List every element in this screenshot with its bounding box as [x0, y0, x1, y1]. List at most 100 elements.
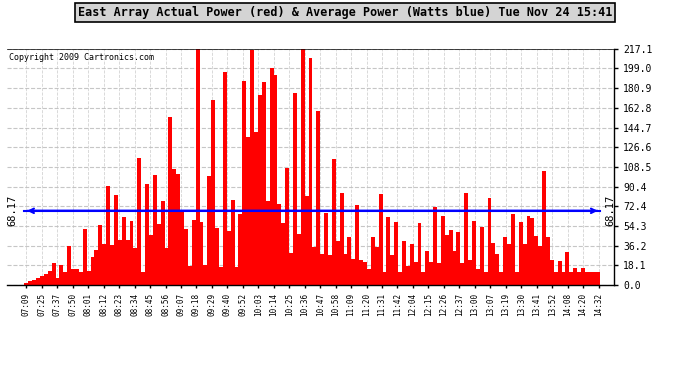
Bar	[192, 219, 196, 285]
Bar	[460, 263, 464, 285]
Bar	[313, 247, 316, 285]
Bar	[305, 196, 308, 285]
Bar	[476, 269, 480, 285]
Bar	[526, 216, 531, 285]
Bar	[597, 272, 600, 285]
Bar	[577, 272, 581, 285]
Bar	[410, 244, 413, 285]
Bar	[141, 272, 145, 285]
Bar	[464, 193, 468, 285]
Bar	[48, 272, 52, 285]
Bar	[118, 240, 121, 285]
Bar	[114, 195, 118, 285]
Bar	[223, 72, 227, 285]
Bar	[87, 271, 90, 285]
Bar	[542, 171, 546, 285]
Bar	[569, 272, 573, 285]
Bar	[522, 244, 526, 285]
Bar	[336, 241, 339, 285]
Bar	[126, 240, 130, 285]
Bar	[273, 75, 277, 285]
Bar	[355, 205, 359, 285]
Bar	[554, 272, 558, 285]
Bar	[316, 111, 320, 285]
Bar	[394, 222, 398, 285]
Bar	[429, 261, 433, 285]
Text: East Array Actual Power (red) & Average Power (Watts blue) Tue Nov 24 15:41: East Array Actual Power (red) & Average …	[78, 6, 612, 19]
Bar	[402, 241, 406, 285]
Bar	[79, 272, 83, 285]
Bar	[130, 221, 133, 285]
Bar	[422, 272, 425, 285]
Bar	[320, 254, 324, 285]
Bar	[242, 81, 246, 285]
Bar	[277, 204, 282, 285]
Bar	[95, 250, 99, 285]
Bar	[515, 272, 519, 285]
Bar	[172, 169, 176, 285]
Bar	[246, 137, 250, 285]
Bar	[480, 227, 484, 285]
Bar	[511, 214, 515, 285]
Bar	[270, 68, 273, 285]
Bar	[285, 168, 289, 285]
Bar	[379, 194, 382, 285]
Bar	[168, 117, 172, 285]
Bar	[133, 248, 137, 285]
Bar	[71, 269, 75, 285]
Bar	[472, 221, 476, 285]
Bar	[282, 224, 285, 285]
Bar	[188, 266, 192, 285]
Bar	[348, 237, 351, 285]
Bar	[441, 216, 445, 285]
Bar	[328, 255, 332, 285]
Bar	[546, 237, 550, 285]
Bar	[157, 224, 161, 285]
Bar	[581, 268, 585, 285]
Bar	[235, 267, 239, 285]
Bar	[491, 243, 495, 285]
Bar	[176, 174, 180, 285]
Bar	[503, 237, 507, 285]
Bar	[204, 265, 208, 285]
Text: 68.17: 68.17	[8, 195, 18, 226]
Bar	[382, 272, 386, 285]
Bar	[211, 100, 215, 285]
Bar	[417, 223, 422, 285]
Bar	[593, 272, 597, 285]
Bar	[90, 256, 95, 285]
Bar	[433, 207, 437, 285]
Bar	[110, 245, 114, 285]
Bar	[258, 95, 262, 285]
Bar	[332, 159, 336, 285]
Bar	[519, 222, 522, 285]
Bar	[56, 278, 59, 285]
Bar	[500, 272, 503, 285]
Bar	[558, 261, 562, 285]
Text: 68.17: 68.17	[605, 195, 615, 226]
Bar	[52, 264, 56, 285]
Bar	[106, 186, 110, 285]
Bar	[562, 272, 565, 285]
Bar	[301, 49, 305, 285]
Bar	[339, 193, 344, 285]
Bar	[180, 211, 184, 285]
Bar	[153, 175, 157, 285]
Bar	[538, 246, 542, 285]
Bar	[289, 253, 293, 285]
Bar	[585, 272, 589, 285]
Bar	[359, 260, 363, 285]
Bar	[507, 244, 511, 285]
Text: Copyright 2009 Cartronics.com: Copyright 2009 Cartronics.com	[9, 54, 154, 63]
Bar	[164, 248, 168, 285]
Bar	[495, 254, 500, 285]
Bar	[367, 269, 371, 285]
Bar	[351, 259, 355, 285]
Bar	[184, 229, 188, 285]
Bar	[161, 201, 164, 285]
Bar	[121, 217, 126, 285]
Bar	[262, 82, 266, 285]
Bar	[199, 222, 204, 285]
Bar	[215, 228, 219, 285]
Bar	[239, 214, 242, 285]
